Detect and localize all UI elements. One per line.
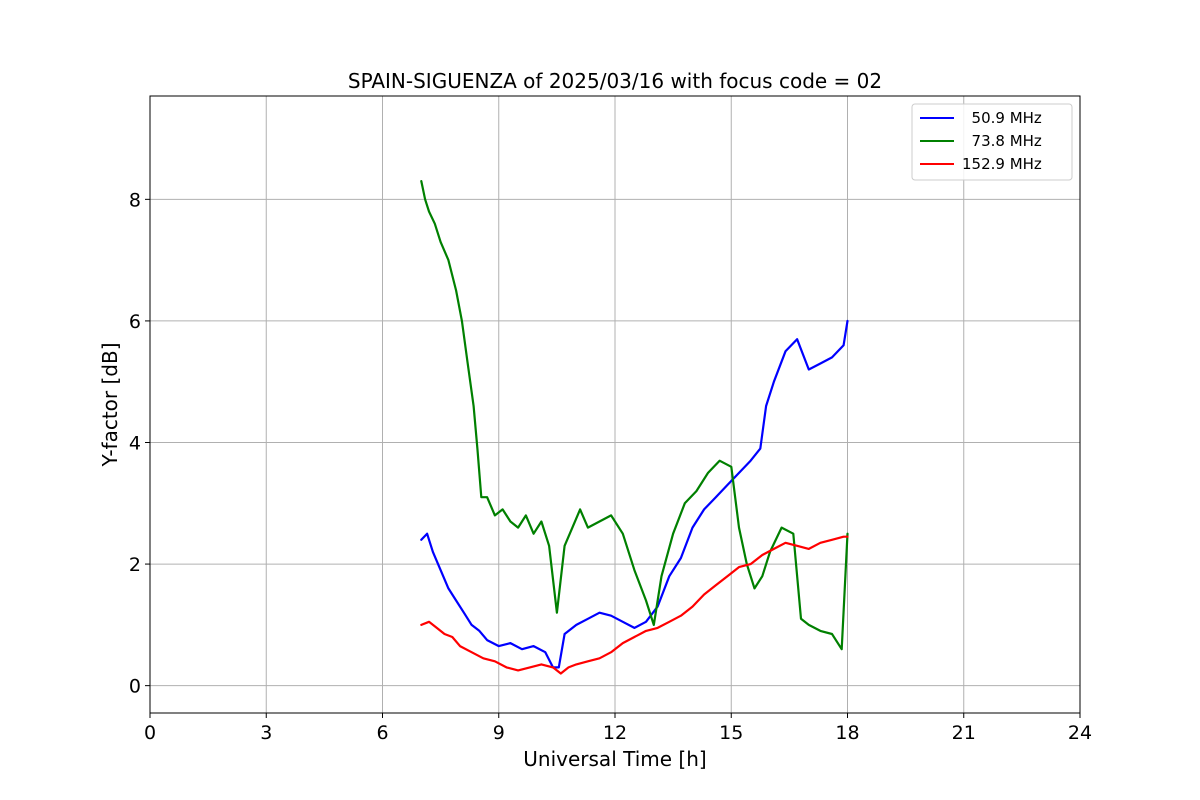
x-tick-label: 15	[719, 722, 743, 744]
series-line-1	[420, 180, 849, 651]
series-line-0	[420, 319, 849, 669]
x-tick-label: 18	[835, 722, 859, 744]
legend-label-2: 152.9 MHz	[962, 155, 1042, 173]
y-tick-label: 4	[129, 432, 141, 454]
x-axis-label: Universal Time [h]	[523, 747, 706, 771]
x-tick-label: 0	[144, 722, 156, 744]
legend: 50.9 MHz 73.8 MHz 152.9 MHz	[911, 103, 1073, 181]
series-line-2	[420, 535, 849, 675]
series-lines	[420, 180, 849, 675]
legend-label-1: 73.8 MHz	[962, 132, 1042, 150]
legend-frame	[911, 103, 1073, 181]
legend-label-0: 50.9 MHz	[962, 109, 1042, 127]
y-tick-label: 8	[129, 189, 141, 211]
x-tick-label: 9	[493, 722, 505, 744]
x-tick-label: 12	[603, 722, 627, 744]
x-tick-label: 24	[1068, 722, 1092, 744]
x-tick-label: 6	[376, 722, 388, 744]
y-tick-label: 0	[129, 676, 141, 698]
y-axis-label: Y-factor [dB]	[98, 342, 122, 467]
chart-title: SPAIN-SIGUENZA of 2025/03/16 with focus …	[348, 69, 882, 93]
y-tick-label: 2	[129, 554, 141, 576]
y-tick-label: 6	[129, 311, 141, 333]
x-tick-label: 21	[952, 722, 976, 744]
x-tick-label: 3	[260, 722, 272, 744]
